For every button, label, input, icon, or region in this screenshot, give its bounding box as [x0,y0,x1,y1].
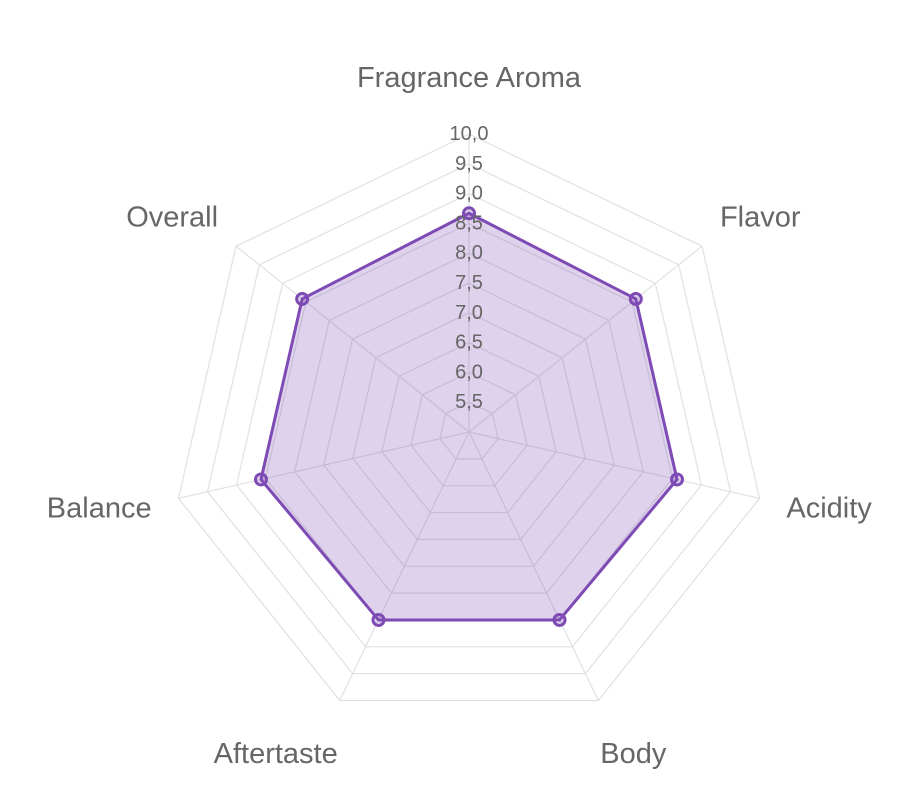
spoke-balance [178,431,470,499]
spoke-flavor [468,245,703,433]
spoke-aftertaste [339,431,470,701]
axis-labels: Fragrance Aroma Flavor Acidity Body Aftertas… [47,62,872,770]
axis-label-body: Body [600,738,667,770]
tick-labels: 5,5 6,0 6,5 7,0 7,5 8,0 8,5 9,0 9,5 10,0 [450,123,489,413]
data-point-body[interactable] [552,612,567,627]
series [253,206,685,627]
grid-ring-7-5 [323,282,615,567]
grid-ring-9-5 [206,163,732,675]
spoke-overall [235,245,470,433]
grid-ring-6-0 [410,371,528,487]
grid-ring-10-0 [177,133,761,702]
data-point-overall[interactable] [295,291,310,306]
grid-ring-8-0 [294,252,644,594]
data-point-aftertaste[interactable] [371,612,386,627]
grid-ring-7-0 [352,312,586,540]
spoke-acidity [468,431,760,499]
tick-label: 8,5 [455,212,483,234]
grid-ring-9-0 [235,192,703,648]
tick-label: 7,0 [455,302,483,324]
axis-label-acidity: Acidity [786,493,872,525]
series-area-0 [259,211,679,622]
spokes [178,134,760,701]
data-point-fragrance-aroma[interactable] [462,206,476,221]
axis-label-balance: Balance [47,493,152,525]
tick-label: 8,0 [455,242,483,264]
axis-label-overall: Overall [126,202,218,234]
tick-label: 7,5 [455,272,483,294]
grid-ring-6-5 [381,341,557,514]
tick-label: 6,5 [455,332,483,354]
axis-label-flavor: Flavor [720,202,801,234]
tick-label: 9,5 [455,153,483,175]
grid-ring-5-5 [439,401,499,460]
data-point-acidity[interactable] [670,472,685,487]
axis-label-fragrance-aroma: Fragrance Aroma [357,62,582,94]
data-point-flavor[interactable] [628,291,643,306]
data-point-balance[interactable] [253,472,268,487]
tick-label: 9,0 [455,183,483,205]
tick-label: 10,0 [450,123,489,145]
tick-label: 5,5 [455,391,483,413]
spoke-body [468,431,599,701]
tick-label: 6,0 [455,361,483,383]
axis-label-aftertaste: Aftertaste [214,738,338,770]
